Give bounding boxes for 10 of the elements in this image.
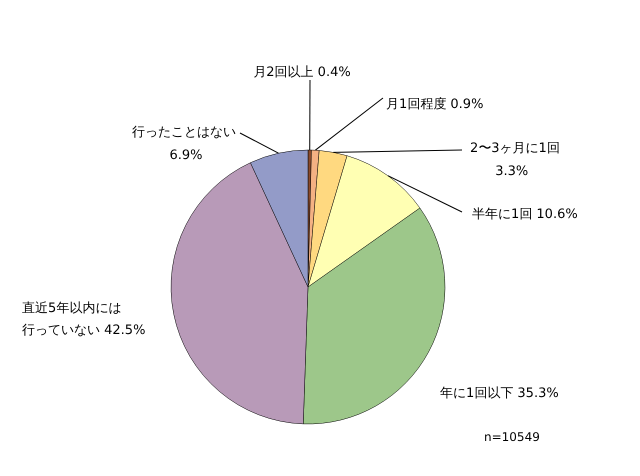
slice-label: 行ったことはない (132, 125, 236, 140)
slice-label: 半年に1回 10.6% (472, 207, 578, 222)
slice-label: 年に1回以下 35.3% (440, 386, 559, 401)
slice-label: 2〜3ヶ月に1回 (470, 141, 560, 156)
text: n=10549 (484, 430, 540, 444)
slice-label: 月2回以上 0.4% (253, 65, 351, 80)
data-label: 3.3% (495, 164, 528, 179)
slice-label: 直近5年以内には行っていない 42.5% (22, 301, 146, 338)
slice-label: 月1回程度 0.9% (386, 96, 484, 112)
data-label: 6.9% (169, 148, 203, 163)
